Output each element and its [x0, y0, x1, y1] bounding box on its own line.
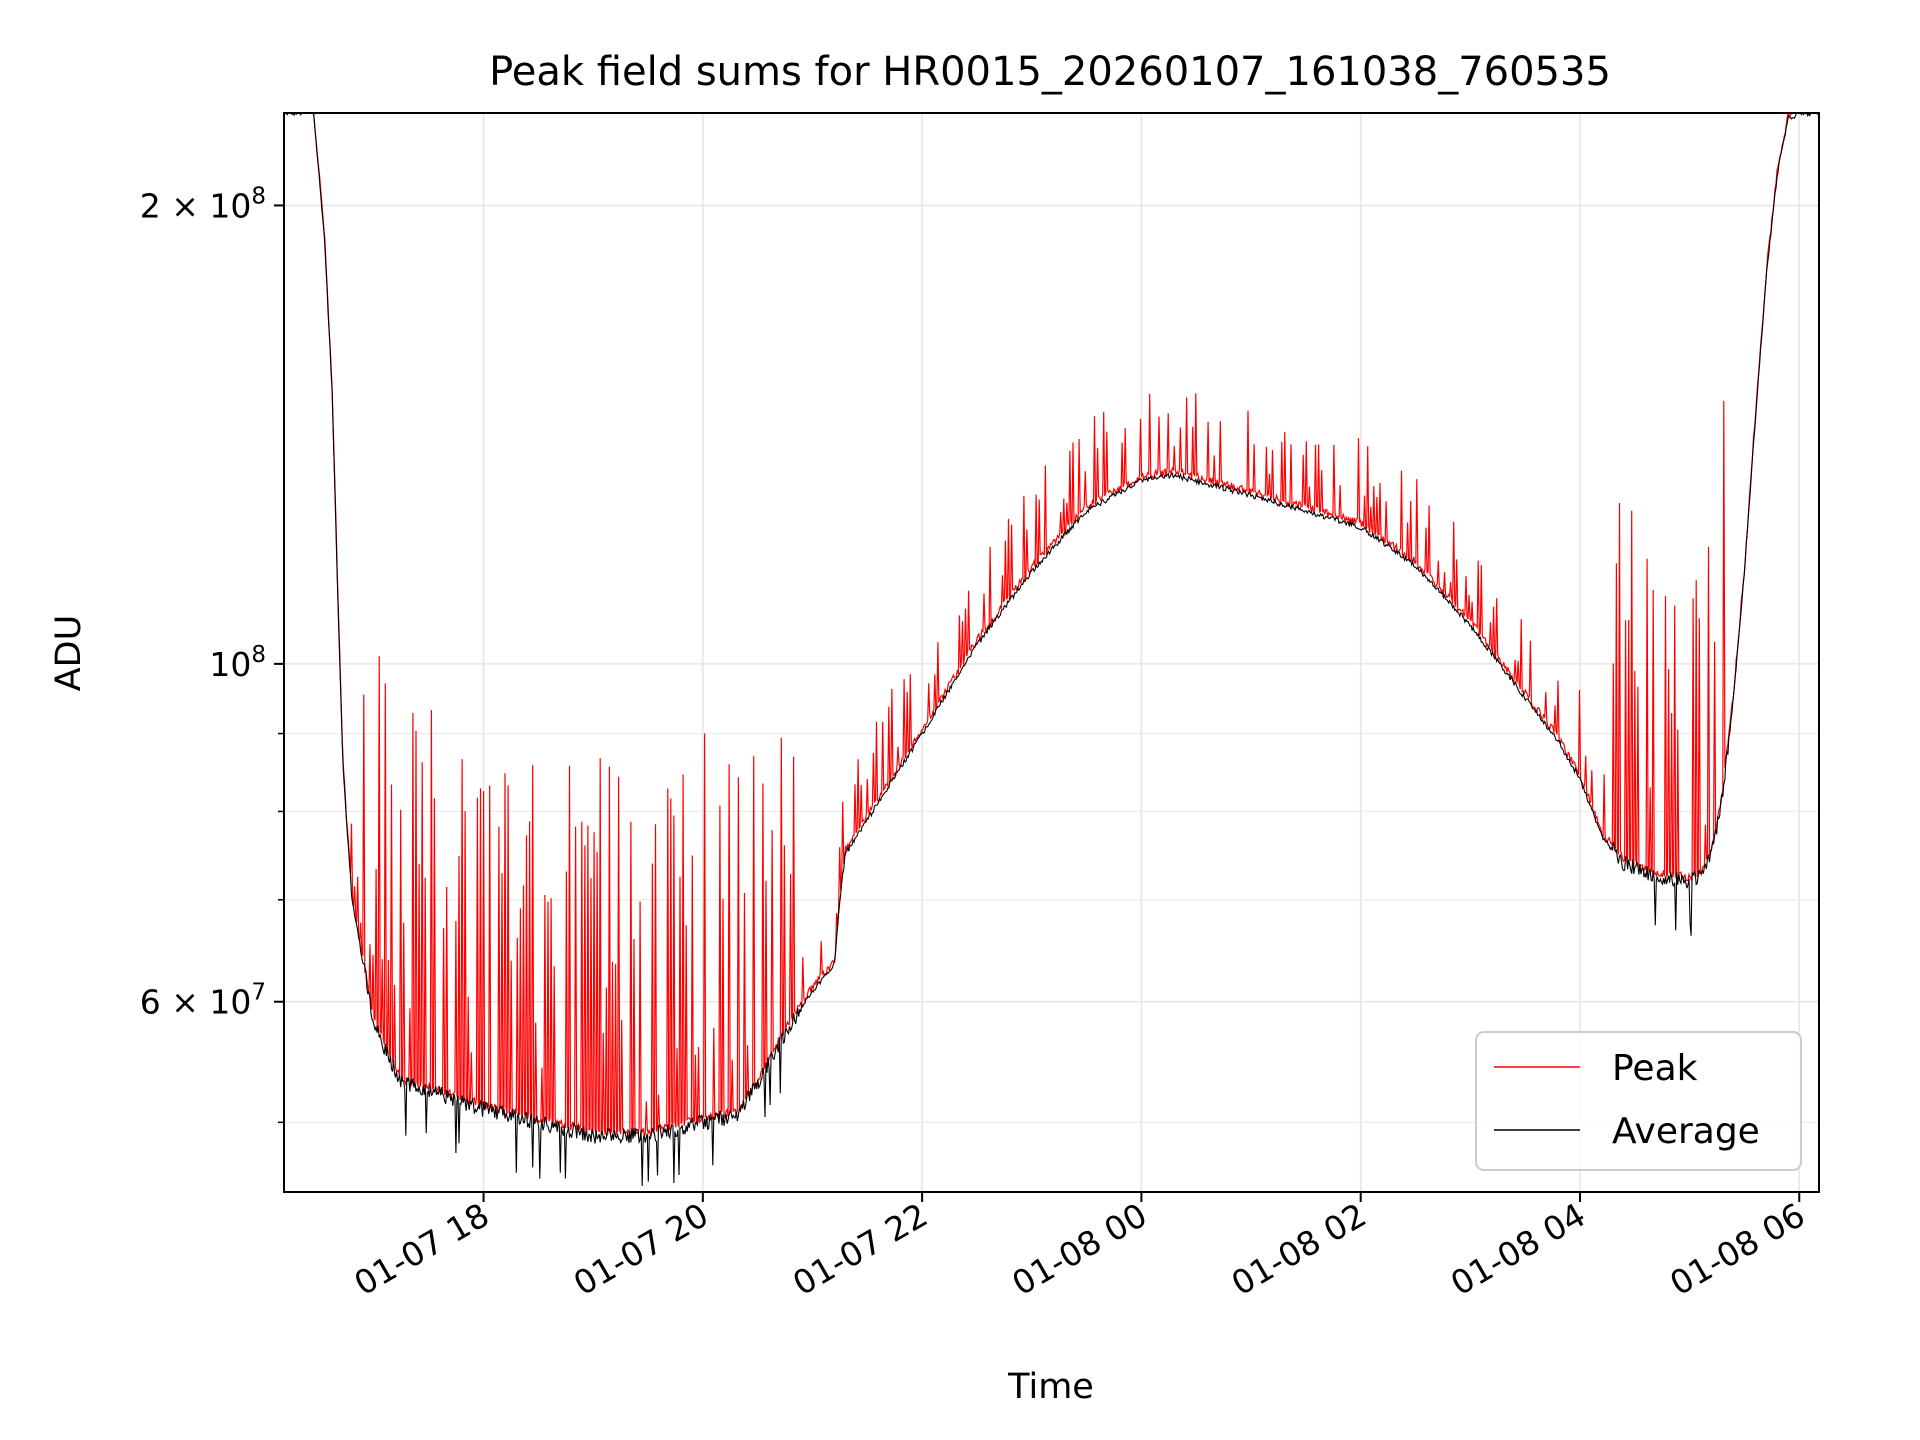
y-tick-label: 6 × 107: [140, 980, 266, 1022]
series-average-line: [284, 111, 1820, 1187]
series-peak-line: [284, 112, 1819, 1137]
legend-peak-label: Peak: [1612, 1048, 1698, 1089]
x-axis-label: Time: [1007, 1367, 1094, 1407]
chart-title: Peak field sums for HR0015_20260107_1610…: [489, 49, 1611, 95]
y-tick-label: 2 × 108: [140, 183, 266, 225]
plot-frame: [283, 112, 1820, 1193]
series-layer: [284, 111, 1820, 1187]
y-axis-label: ADU: [49, 615, 89, 692]
y-tick-label: 108: [209, 642, 266, 684]
legend: Peak Average: [1475, 1031, 1802, 1171]
legend-average-label: Average: [1612, 1111, 1760, 1152]
